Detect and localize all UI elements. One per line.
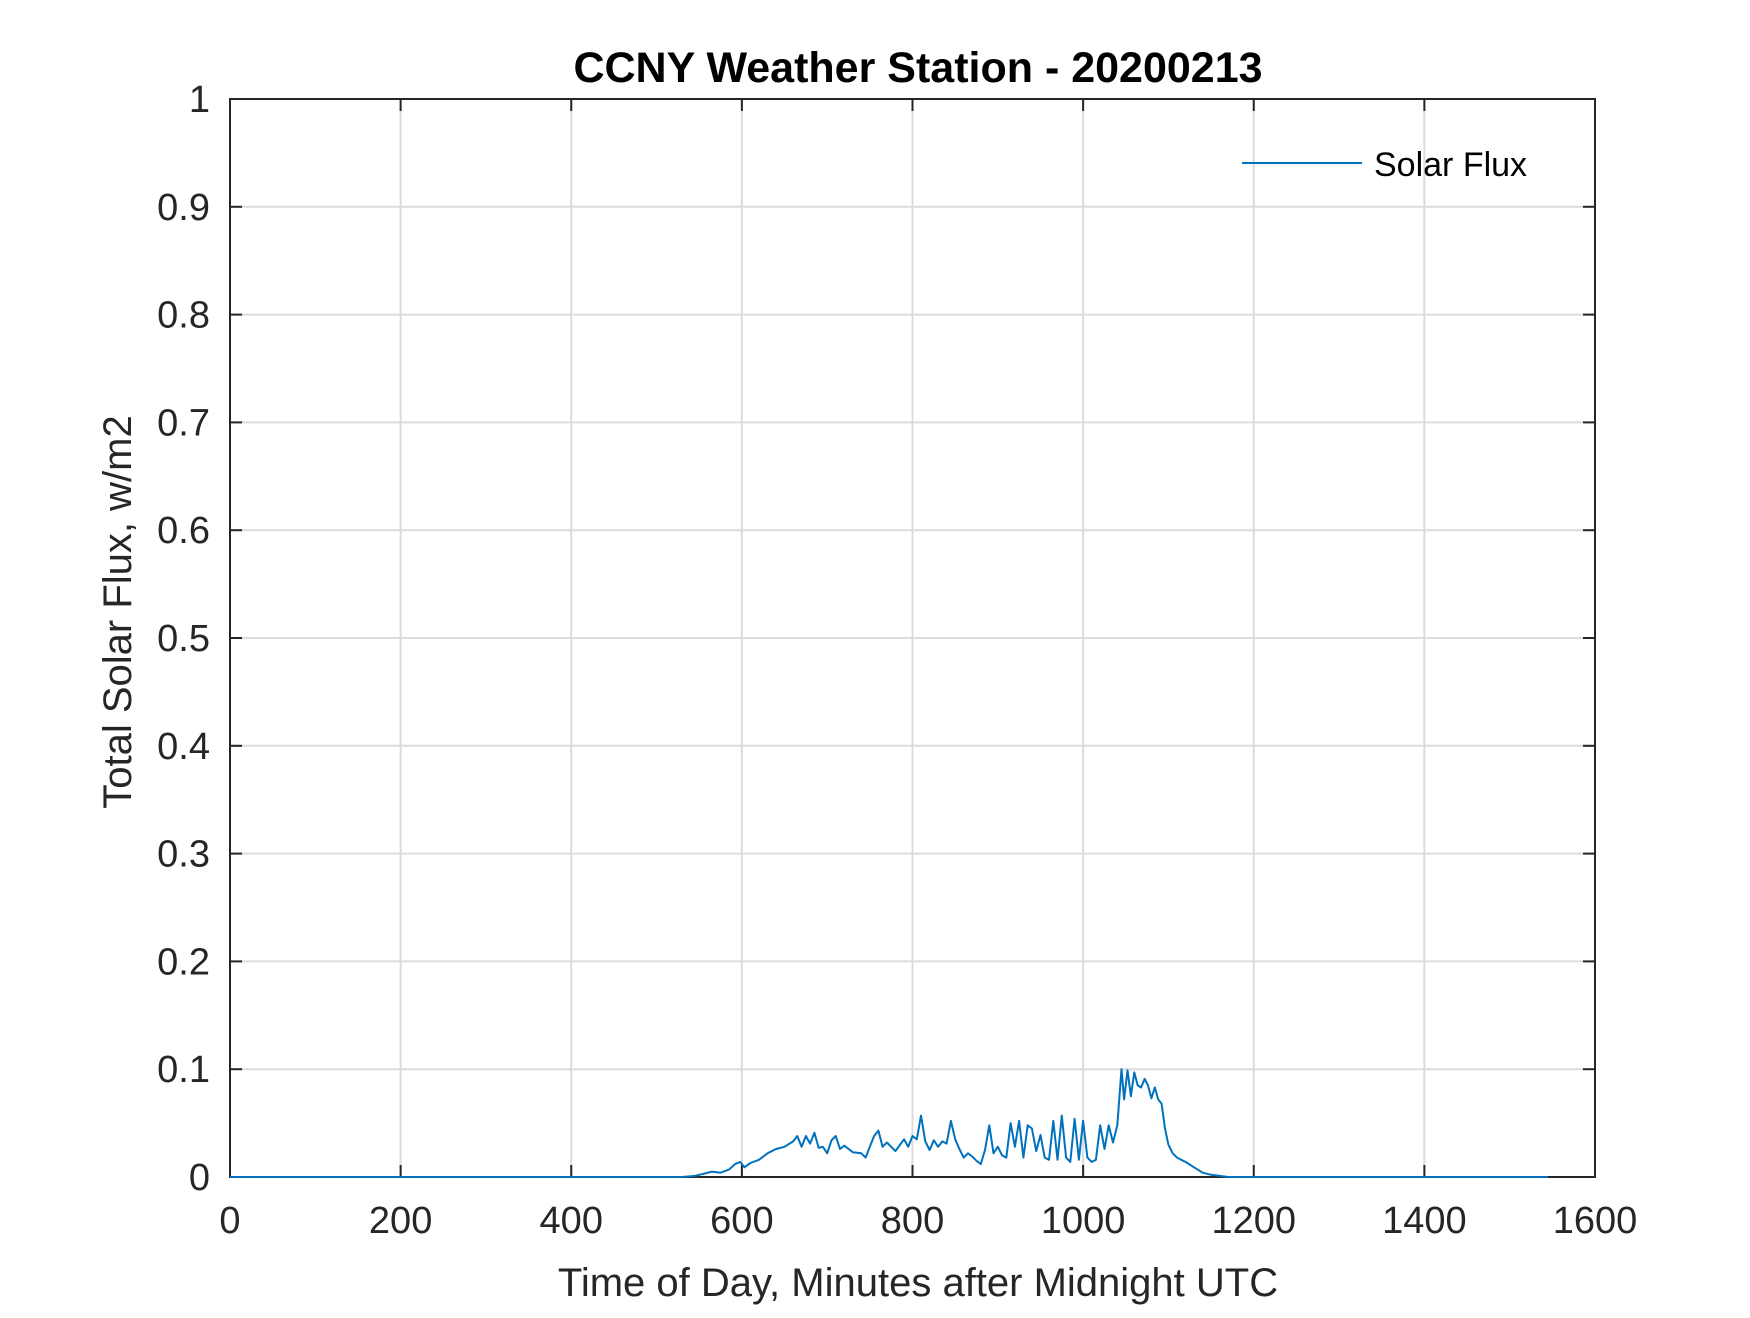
series-line-solar-flux <box>230 1068 1549 1178</box>
y-tick-label: 0.2 <box>157 941 210 983</box>
x-tick-label: 200 <box>369 1200 432 1242</box>
x-tick-label: 600 <box>710 1200 773 1242</box>
y-tick-label: 0.7 <box>157 402 210 444</box>
y-tick-label: 1 <box>189 79 210 121</box>
x-axis-label: Time of Day, Minutes after Midnight UTC <box>558 1261 1278 1305</box>
y-tick-label: 0.4 <box>157 726 210 768</box>
y-axis-label: Total Solar Flux, w/m2 <box>96 415 140 808</box>
grid-lines <box>229 98 1596 1178</box>
x-tick-label: 800 <box>881 1200 944 1242</box>
chart-title: CCNY Weather Station - 20200213 <box>573 44 1262 92</box>
legend-label-solar-flux: Solar Flux <box>1374 146 1527 184</box>
x-tick-label: 400 <box>540 1200 603 1242</box>
x-tick-label: 1200 <box>1211 1200 1296 1242</box>
y-tick-label: 0.1 <box>157 1049 210 1091</box>
y-tick-labels: 0 0.1 0.2 0.3 0.4 0.5 0.6 0.7 0.8 0.9 1 <box>157 79 210 1199</box>
plot-area-border <box>229 98 1596 1178</box>
y-tick-label: 0 <box>189 1157 210 1199</box>
y-tick-label: 0.3 <box>157 834 210 876</box>
x-tick-label: 0 <box>219 1200 240 1242</box>
y-tick-label: 0.6 <box>157 510 210 552</box>
y-tick-label: 0.8 <box>157 295 210 337</box>
x-tick-label: 1600 <box>1553 1200 1638 1242</box>
legend: Solar Flux <box>1242 146 1527 184</box>
y-tick-label: 0.5 <box>157 618 210 660</box>
x-tick-labels: 0 200 400 600 800 1000 1200 1400 1600 <box>219 1200 1637 1242</box>
x-tick-label: 1000 <box>1041 1200 1126 1242</box>
series-group <box>230 1068 1549 1178</box>
x-tick-label: 1400 <box>1382 1200 1467 1242</box>
y-tick-label: 0.9 <box>157 187 210 229</box>
